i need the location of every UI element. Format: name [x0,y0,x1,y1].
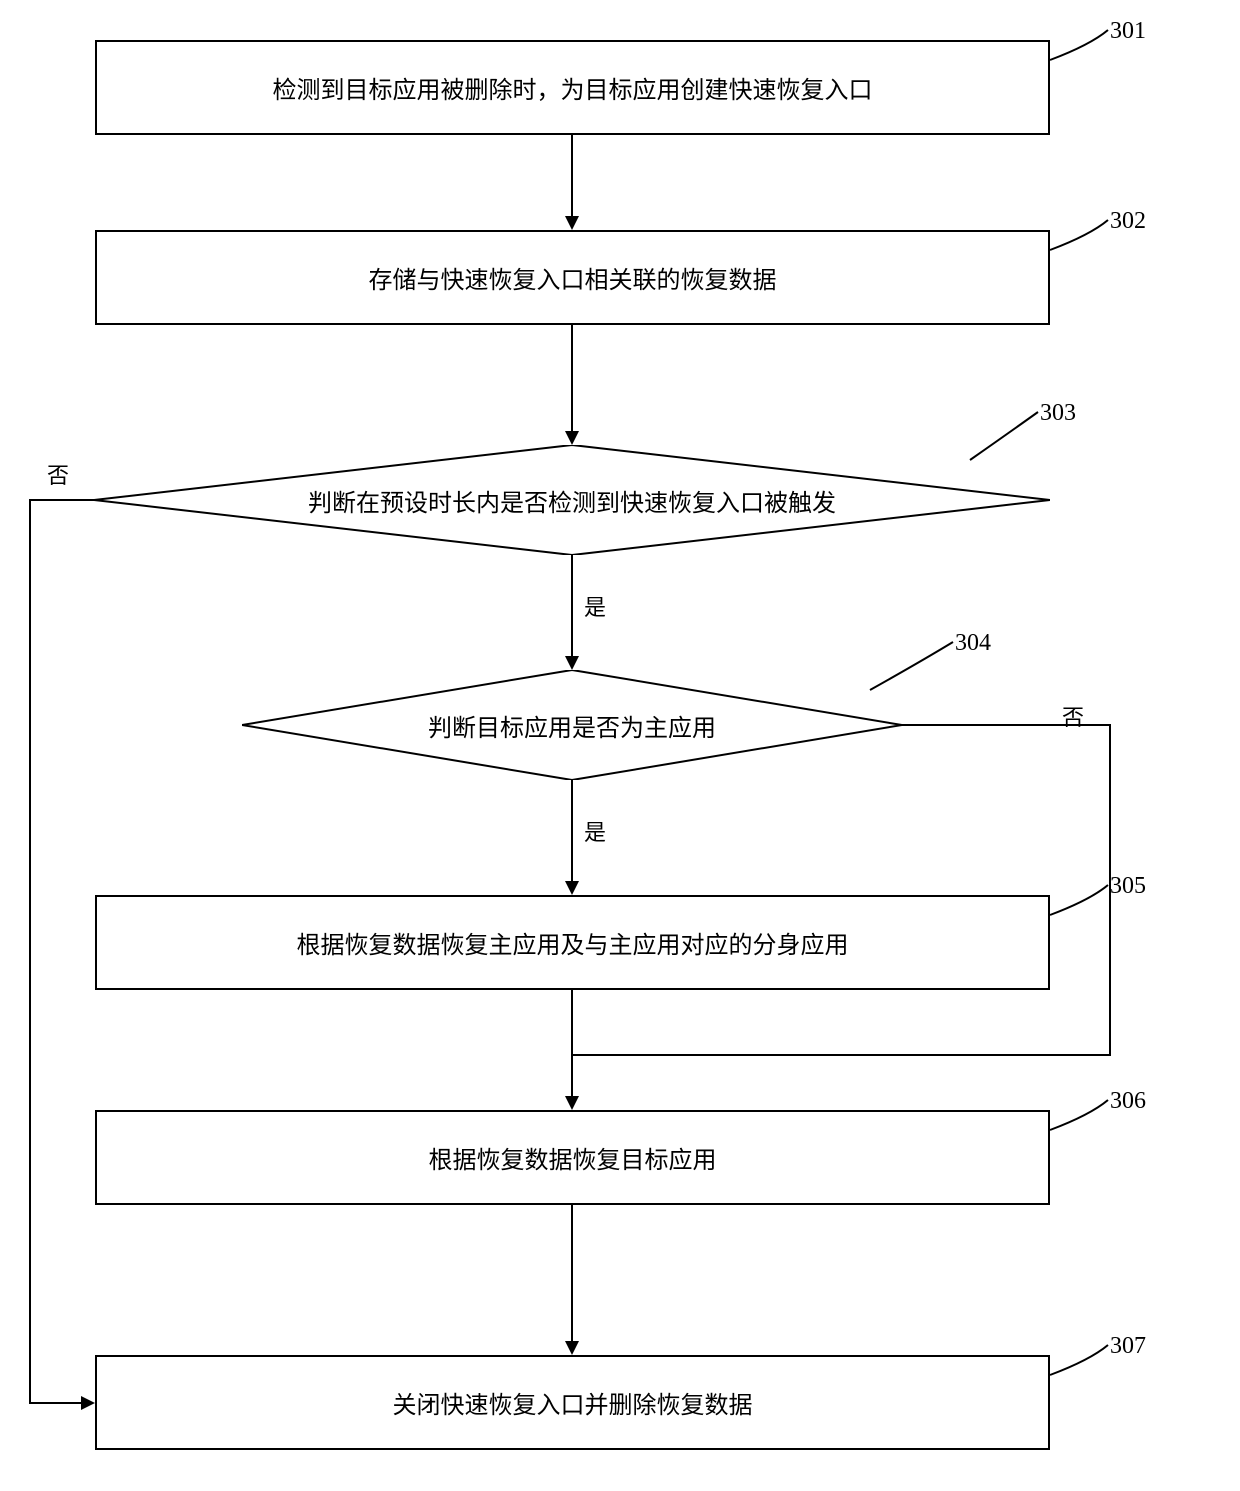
node-307: 关闭快速恢复入口并删除恢复数据 [95,1355,1050,1450]
node-307-text: 关闭快速恢复入口并删除恢复数据 [393,1385,753,1420]
node-303: 判断在预设时长内是否检测到快速恢复入口被触发 [94,445,1050,555]
node-301: 检测到目标应用被删除时，为目标应用创建快速恢复入口 [95,40,1050,135]
node-302-text: 存储与快速恢复入口相关联的恢复数据 [369,260,777,295]
label-306: 306 [1110,1088,1146,1115]
label-303: 303 [1040,400,1076,427]
label-304: 304 [955,630,991,657]
node-302: 存储与快速恢复入口相关联的恢复数据 [95,230,1050,325]
node-305: 根据恢复数据恢复主应用及与主应用对应的分身应用 [95,895,1050,990]
label-302: 302 [1110,208,1146,235]
node-306-text: 根据恢复数据恢复目标应用 [429,1140,717,1175]
label-305: 305 [1110,873,1146,900]
flowchart-canvas: 检测到目标应用被删除时，为目标应用创建快速恢复入口 存储与快速恢复入口相关联的恢… [0,0,1240,1491]
node-304-text: 判断目标应用是否为主应用 [428,708,716,743]
label-307: 307 [1110,1333,1146,1360]
node-305-text: 根据恢复数据恢复主应用及与主应用对应的分身应用 [297,925,849,960]
edge-label-yes-303: 是 [582,590,608,622]
edge-label-no-304: 否 [1060,700,1086,732]
node-304: 判断目标应用是否为主应用 [242,670,902,780]
edge-label-no-303: 否 [45,458,71,490]
node-301-text: 检测到目标应用被删除时，为目标应用创建快速恢复入口 [273,70,873,105]
edge-label-yes-304: 是 [582,815,608,847]
node-303-text: 判断在预设时长内是否检测到快速恢复入口被触发 [308,483,836,518]
label-301: 301 [1110,18,1146,45]
node-306: 根据恢复数据恢复目标应用 [95,1110,1050,1205]
